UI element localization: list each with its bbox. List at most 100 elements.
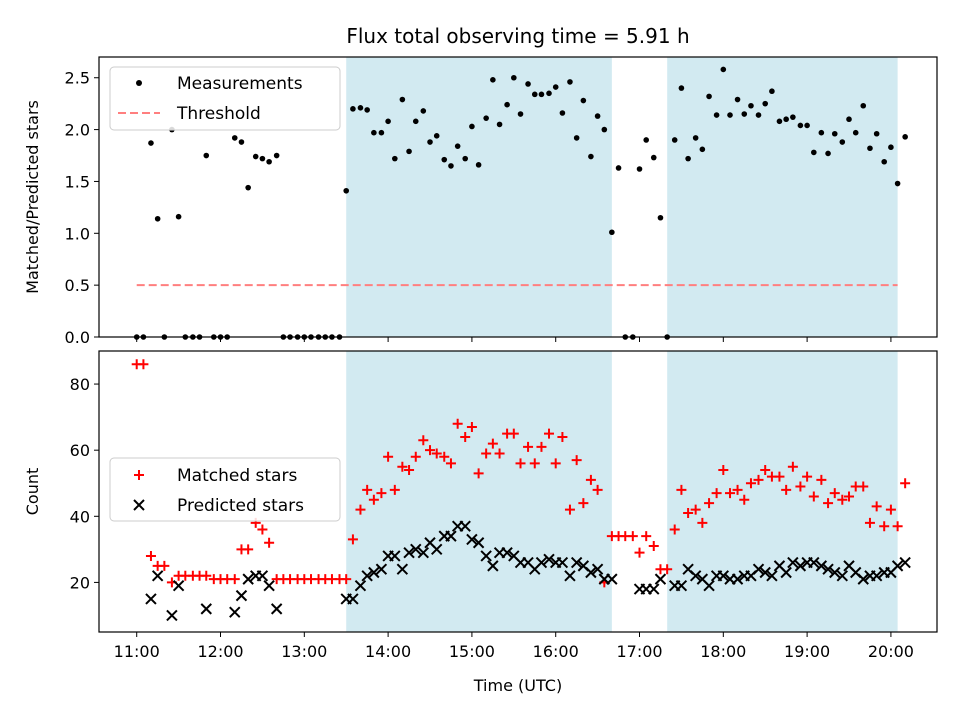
measurement-point [734, 96, 741, 103]
bottom-xtick-label: 18:00 [700, 642, 746, 661]
measurement-point [755, 112, 762, 118]
predicted-star-point [648, 583, 660, 595]
matched-star-point [662, 564, 673, 575]
legend-matched-marker [134, 470, 144, 480]
matched-star-point [718, 465, 729, 476]
bottom-xtick-label: 17:00 [616, 642, 662, 661]
measurement-point [769, 88, 775, 95]
measurement-point [357, 105, 364, 111]
matched-star-point [536, 441, 547, 452]
matched-star-point [383, 451, 394, 462]
bottom-xtick-label: 13:00 [281, 642, 327, 661]
measurement-point [636, 166, 643, 172]
measurement-point [685, 155, 691, 162]
bottom-xtick-label: 16:00 [533, 642, 579, 661]
measurement-point [776, 118, 783, 125]
matched-star-point [676, 484, 687, 495]
top-axes-frame [98, 56, 938, 338]
predicted-star-point [145, 593, 157, 605]
measurement-point [490, 77, 496, 83]
measurement-point [504, 101, 510, 108]
matched-star-point [201, 570, 212, 581]
measurement-point [594, 113, 601, 119]
measurement-point [148, 140, 154, 146]
matched-star-point [362, 484, 373, 495]
predicted-star-point [151, 570, 164, 582]
predicted-star-point [829, 566, 841, 579]
predicted-star-point [675, 580, 688, 592]
matched-star-point [257, 524, 268, 535]
predicted-star-point [229, 606, 241, 618]
measurement-point [671, 137, 678, 143]
measurement-point [699, 146, 706, 153]
matched-star-point [368, 494, 379, 505]
predicted-star-point [403, 546, 415, 559]
matched-star-point [404, 465, 415, 476]
bottom-xtick-label: 11:00 [114, 642, 160, 661]
measurement-point [601, 126, 608, 133]
top-ytick-label: 2.0 [65, 121, 90, 140]
matched-stars-series [131, 359, 911, 588]
measurement-point [266, 158, 272, 165]
predicted-star-point [347, 593, 359, 605]
predicted-star-point [780, 566, 792, 579]
legend-label-threshold: Threshold [176, 104, 261, 124]
chart-title: Flux total observing time = 5.91 h [346, 24, 689, 48]
matched-star-point [487, 438, 498, 449]
matched-star-point [760, 465, 771, 476]
measurement-point [894, 180, 901, 187]
matched-star-point [683, 507, 694, 518]
matched-star-point [452, 418, 463, 429]
matched-star-point [829, 488, 840, 499]
predicted-star-point [654, 573, 667, 585]
measurement-point [727, 112, 733, 118]
matched-star-point [837, 494, 848, 505]
matched-star-point [473, 468, 484, 479]
matched-star-point [523, 441, 534, 452]
predicted-star-point [389, 550, 401, 562]
measurement-point [811, 149, 817, 156]
measurements-series [133, 66, 908, 340]
matched-star-point [745, 478, 756, 489]
measurement-point [406, 148, 412, 155]
measurement-point [902, 134, 908, 140]
top-observing-span [346, 57, 612, 337]
predicted-star-point [794, 560, 807, 572]
measurement-point [839, 139, 846, 145]
predicted-star-point [899, 556, 911, 569]
predicted-star-point [431, 543, 443, 556]
measurement-point [552, 84, 559, 90]
matched-star-point [431, 448, 442, 459]
matched-star-point [864, 517, 875, 528]
measurement-point [706, 93, 712, 100]
bottom-panel: 20 40 60 80 11:00 12:00 13:00 14:00 15:00 16:00 17… [23, 350, 938, 695]
matched-star-point [578, 498, 589, 509]
measurement-point [860, 102, 867, 109]
predicted-star-point [822, 563, 834, 575]
top-legend: Measurements Threshold [109, 66, 341, 131]
measurement-point [546, 90, 552, 97]
matched-star-point [844, 491, 855, 502]
predicted-star-point [166, 609, 178, 622]
matched-star-point [725, 488, 736, 499]
matched-star-point [425, 445, 436, 456]
measurement-point [441, 156, 448, 163]
matched-star-point [138, 359, 149, 370]
matched-star-point [466, 422, 477, 433]
measurement-point [448, 163, 454, 169]
predicted-star-point [556, 556, 569, 569]
measurement-point [713, 112, 720, 118]
measurement-point [427, 139, 433, 145]
matched-star-point [410, 451, 421, 462]
predicted-star-point [564, 570, 576, 582]
bottom-xtick-label: 14:00 [365, 642, 411, 661]
matched-star-point [229, 574, 240, 585]
matched-star-point [739, 494, 750, 505]
measurement-point [385, 118, 391, 125]
matched-star-point [341, 574, 352, 585]
measurement-point [531, 91, 538, 98]
predicted-star-point [891, 560, 904, 572]
measurement-point [420, 108, 427, 114]
measurement-point [559, 110, 566, 116]
